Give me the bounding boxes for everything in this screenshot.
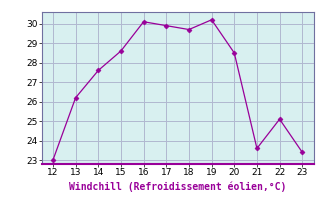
X-axis label: Windchill (Refroidissement éolien,°C): Windchill (Refroidissement éolien,°C) [69,181,286,192]
